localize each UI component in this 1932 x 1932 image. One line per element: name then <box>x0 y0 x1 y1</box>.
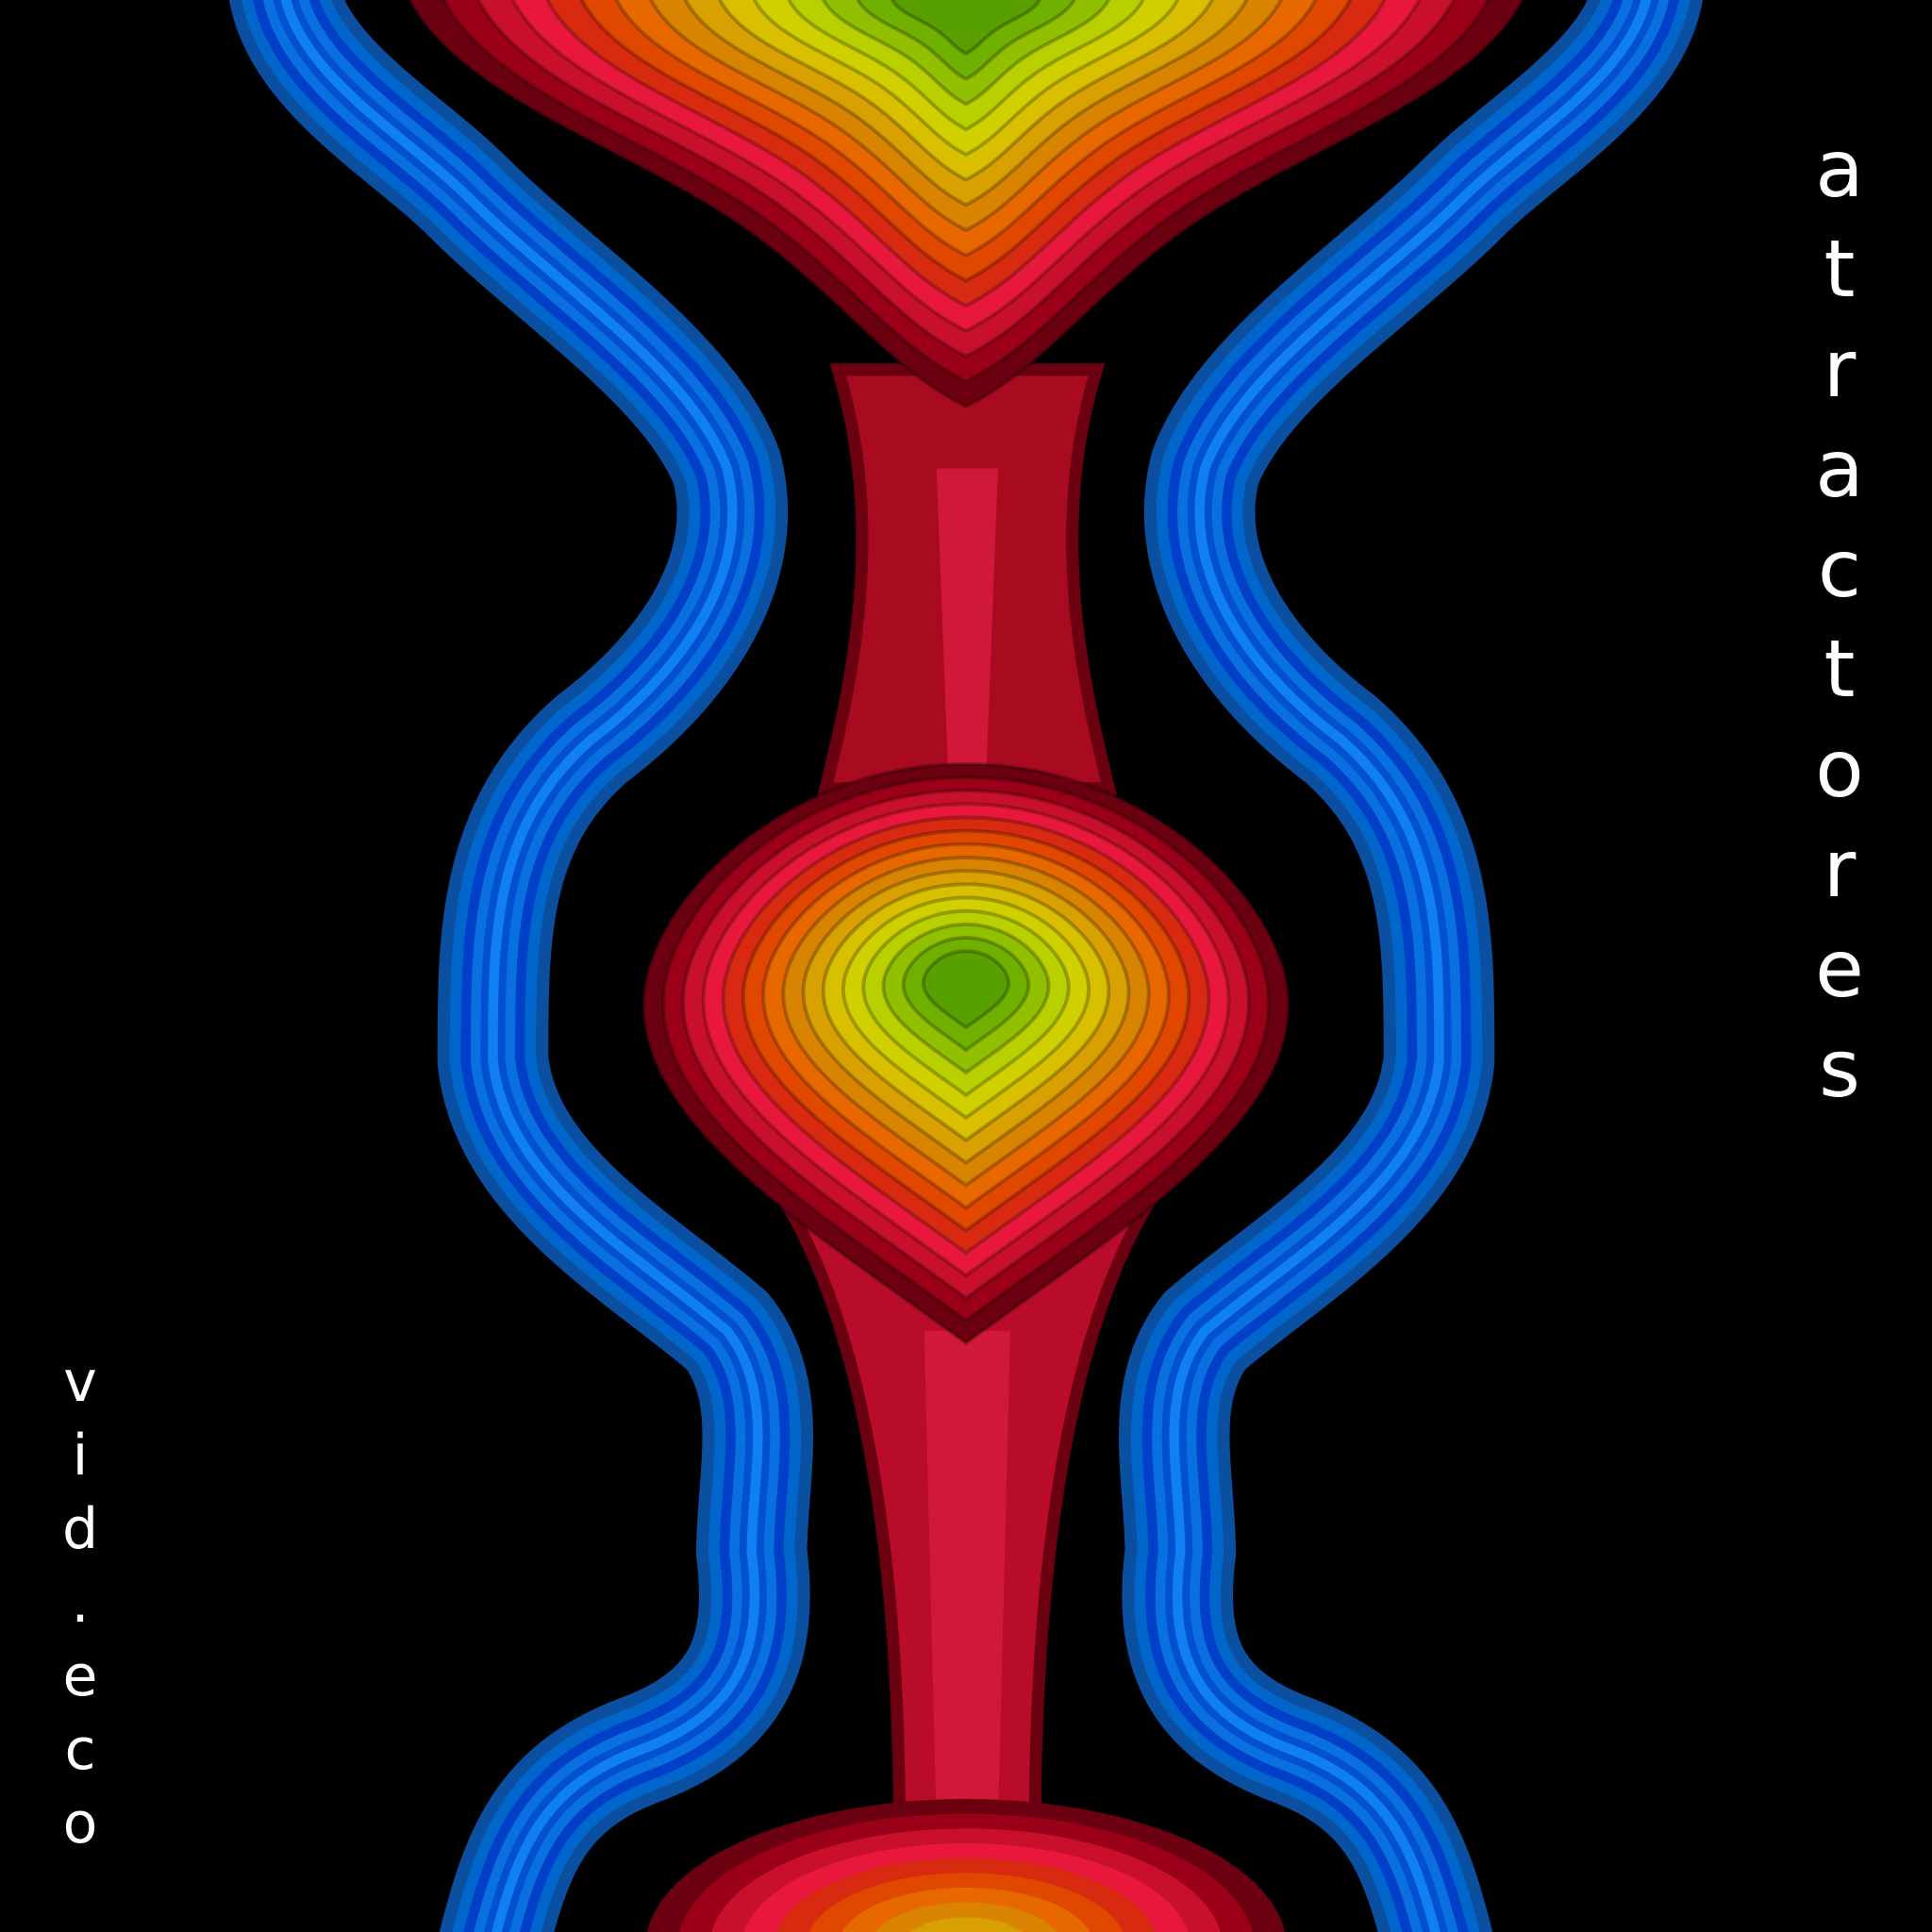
top-layer <box>891 0 1041 57</box>
blue-band <box>1169 0 1652 1932</box>
blue-band <box>280 0 763 1932</box>
neck-core <box>924 468 1011 1824</box>
bulb-layer <box>921 949 1011 1030</box>
bottom-layer <box>910 1917 1022 1932</box>
artist-name: vid.eco <box>47 1349 113 1864</box>
shapes <box>229 0 1703 1932</box>
album-title: atractores <box>1793 123 1886 1123</box>
